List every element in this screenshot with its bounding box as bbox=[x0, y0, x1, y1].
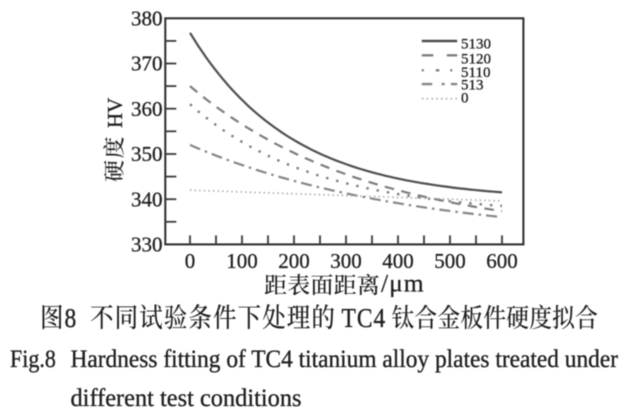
svg-text:HV: HV bbox=[103, 98, 127, 128]
svg-text:5130: 5130 bbox=[461, 36, 491, 52]
svg-text:360: 360 bbox=[131, 97, 163, 121]
svg-text:TC4: TC4 bbox=[342, 304, 387, 334]
svg-text:600: 600 bbox=[486, 249, 518, 273]
svg-text:/μm: /μm bbox=[381, 268, 425, 297]
svg-text:300: 300 bbox=[330, 249, 362, 273]
svg-text:340: 340 bbox=[131, 187, 163, 211]
svg-text:8: 8 bbox=[65, 304, 77, 334]
svg-text:200: 200 bbox=[278, 249, 310, 273]
svg-text:350: 350 bbox=[131, 142, 163, 166]
svg-text:500: 500 bbox=[434, 249, 466, 273]
svg-text:Hardness fitting of TC4 titani: Hardness fitting of TC4 titanium alloy p… bbox=[71, 346, 619, 374]
svg-text:5120: 5120 bbox=[461, 51, 491, 67]
svg-text:330: 330 bbox=[131, 233, 163, 257]
svg-text:380: 380 bbox=[131, 7, 163, 31]
svg-text:0: 0 bbox=[185, 249, 196, 273]
svg-text:370: 370 bbox=[131, 52, 163, 76]
svg-text:0: 0 bbox=[461, 90, 469, 106]
svg-text:400: 400 bbox=[382, 249, 414, 273]
svg-text:Fig.8: Fig.8 bbox=[10, 346, 56, 374]
svg-text:513: 513 bbox=[461, 77, 484, 93]
svg-text:100: 100 bbox=[226, 249, 258, 273]
svg-text:different test conditions: different test conditions bbox=[71, 385, 302, 413]
svg-text:5110: 5110 bbox=[461, 65, 490, 81]
